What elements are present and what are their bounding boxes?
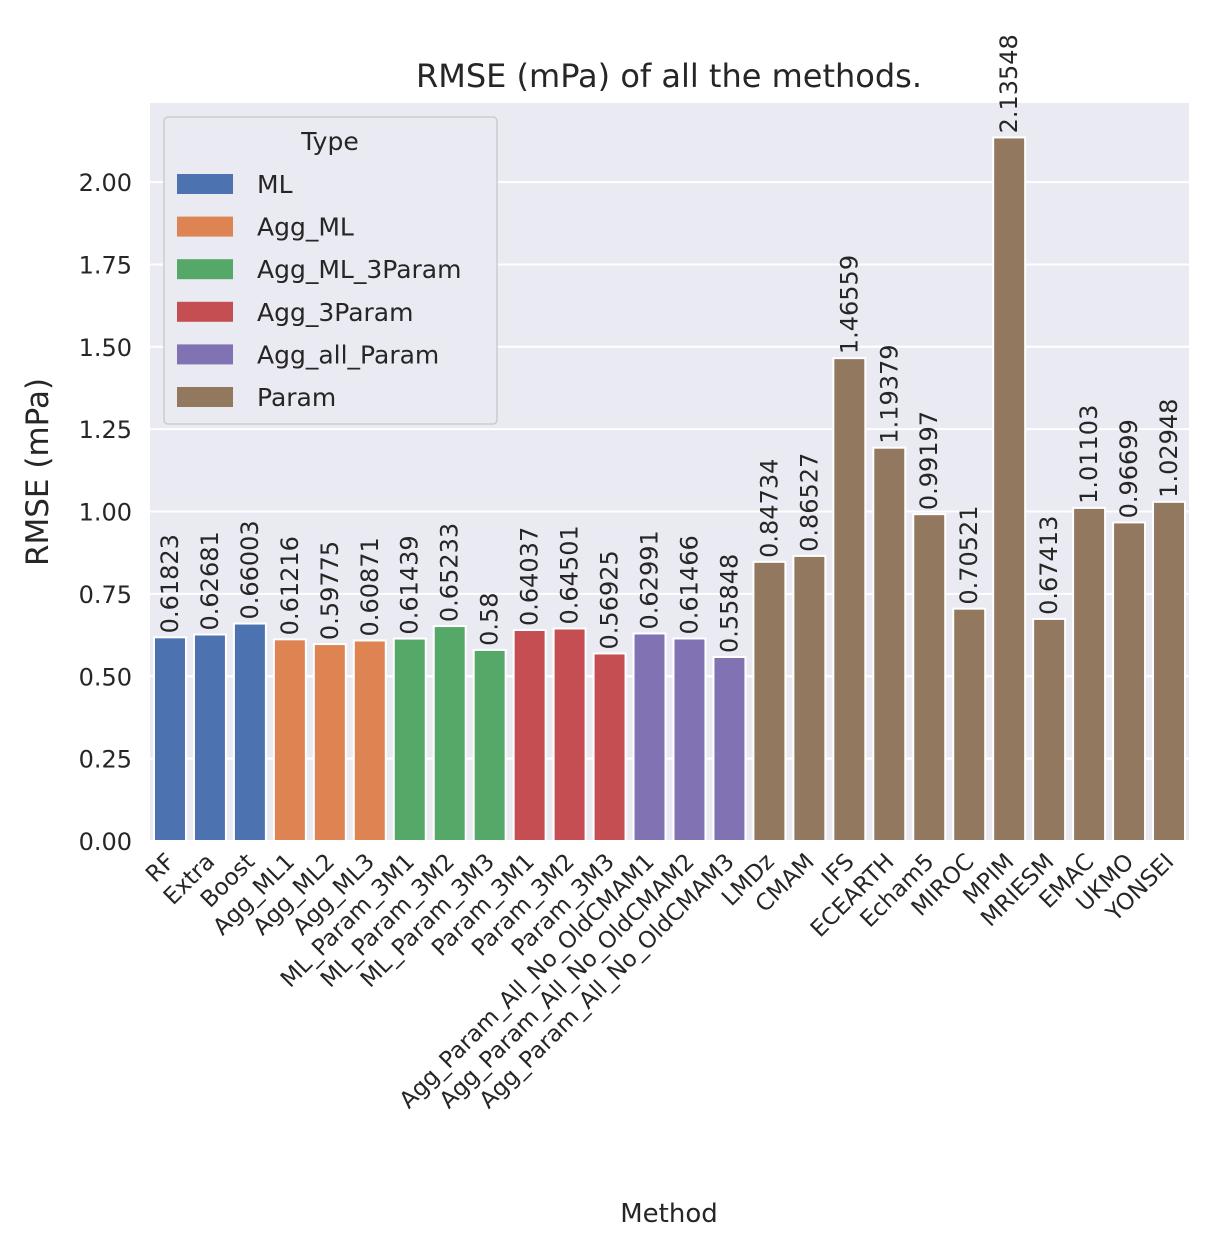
bar: [472, 648, 507, 842]
bar-value-label: 0.62991: [636, 530, 664, 629]
bar: [1032, 617, 1067, 843]
x-axis-label: Method: [620, 1199, 718, 1229]
bar-value-label: 0.65233: [436, 523, 464, 622]
bar: [392, 637, 427, 842]
legend-frame: [163, 116, 498, 425]
y-tick-label: 0.00: [79, 828, 132, 856]
bar: [992, 136, 1027, 842]
bar-value-label: 0.99197: [915, 411, 943, 510]
bar-value-label: 1.19379: [875, 344, 903, 443]
bar: [1072, 506, 1107, 842]
bar: [672, 637, 707, 842]
y-tick-label: 0.25: [79, 746, 132, 774]
bar-value-label: 0.59775: [316, 541, 344, 640]
bar-value-label: 0.61466: [675, 535, 703, 634]
bar: [512, 629, 547, 842]
bar: [712, 656, 747, 843]
bar-value-label: 1.02948: [1155, 399, 1183, 498]
bar: [872, 446, 907, 842]
legend-swatch: [177, 344, 233, 365]
bar: [432, 625, 467, 842]
bar-value-label: 0.84734: [755, 459, 783, 558]
bar: [192, 633, 227, 842]
bar-value-label: 0.70521: [955, 505, 983, 604]
legend-swatch: [177, 387, 233, 407]
legend-title: Type: [300, 127, 358, 156]
bar-value-label: 0.60871: [356, 537, 384, 636]
bar-value-label: 0.55848: [715, 554, 743, 653]
bar-value-label: 0.61439: [396, 535, 424, 634]
bar-value-label: 0.62681: [196, 531, 224, 630]
y-tick-label: 0.75: [79, 581, 132, 609]
legend-entry-label: Agg_ML_3Param: [257, 255, 461, 284]
y-tick-label: 1.50: [79, 334, 132, 362]
y-tick-label: 1.00: [79, 499, 132, 527]
y-axis-label: RMSE (mPa): [20, 378, 56, 566]
bar: [232, 622, 267, 843]
legend-entry-label: Agg_3Param: [257, 298, 413, 327]
y-tick-label: 0.50: [79, 663, 132, 691]
legend-swatch: [177, 174, 233, 194]
bar: [952, 607, 987, 843]
bar: [632, 632, 667, 843]
legend-entry-label: Agg_ML: [257, 213, 354, 242]
bar: [832, 357, 867, 842]
legend: Type ML Agg_ML Agg_ML_3Param Agg_3Param Agg_…: [163, 116, 498, 425]
y-tick-label: 2.00: [79, 169, 132, 197]
bar-value-label: 1.01103: [1075, 405, 1103, 504]
bar-value-label: 0.66003: [236, 520, 264, 619]
bar-value-label: 0.61216: [276, 536, 304, 635]
bar: [552, 627, 587, 842]
bar-value-label: 0.58: [476, 592, 504, 645]
legend-swatch: [177, 216, 233, 237]
bar: [152, 636, 187, 843]
bar-value-label: 0.64501: [556, 525, 584, 624]
chart-title: RMSE (mPa) of all the methods.: [416, 57, 922, 95]
bar-value-label: 0.56925: [596, 550, 624, 649]
bar: [1112, 521, 1147, 842]
y-tick-label: 1.75: [79, 251, 132, 279]
legend-swatch: [177, 259, 233, 280]
legend-entry-label: Param: [257, 383, 336, 412]
bar-value-label: 0.96699: [1115, 419, 1143, 518]
bar-value-label: 0.67413: [1035, 516, 1063, 615]
legend-entry-label: ML: [257, 170, 293, 199]
bar-value-label: 0.61823: [156, 534, 184, 633]
bar: [792, 554, 827, 842]
bar: [1152, 500, 1187, 842]
bar-value-label: 2.13548: [995, 34, 1023, 133]
legend-entry-label: Agg_all_Param: [257, 340, 439, 369]
bar: [272, 638, 307, 842]
bar: [752, 560, 787, 842]
bar-value-label: 1.46559: [835, 255, 863, 354]
bar-value-label: 0.86527: [795, 453, 823, 552]
bar: [912, 513, 947, 843]
bar: [352, 639, 387, 842]
bar: [592, 652, 627, 842]
bar: [312, 643, 347, 843]
y-tick-label: 1.25: [79, 416, 132, 444]
bar-value-label: 0.64037: [516, 527, 544, 626]
legend-swatch: [177, 301, 233, 322]
